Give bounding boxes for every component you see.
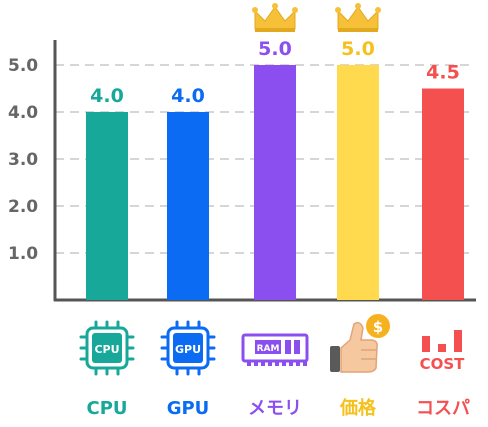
bar	[167, 112, 209, 300]
icon-text: RAM	[257, 344, 280, 354]
y-tick-label: 1.0	[8, 244, 38, 264]
cost-bars-icon: COST	[420, 330, 466, 373]
bar	[86, 112, 128, 300]
bar	[337, 65, 379, 300]
category-label: 価格	[339, 397, 377, 419]
value-label: 5.0	[341, 38, 375, 60]
category-label: GPU	[167, 398, 210, 419]
y-tick-label: 4.0	[8, 103, 38, 123]
category-label: コスパ	[416, 398, 470, 419]
category-label: メモリ	[248, 398, 302, 419]
y-tick-label: 2.0	[8, 197, 38, 217]
y-tick-label: 3.0	[8, 150, 38, 170]
value-label: 5.0	[258, 38, 292, 60]
bar	[422, 88, 464, 300]
crown-icon	[252, 3, 298, 32]
thumbs-up-coin-icon: $	[330, 314, 390, 373]
y-tick-label: 5.0	[8, 56, 38, 76]
value-label: 4.0	[90, 85, 124, 107]
value-label: 4.5	[426, 62, 460, 84]
category-label: CPU	[86, 398, 127, 419]
icon-text: COST	[420, 355, 466, 373]
icon-text: GPU	[175, 343, 201, 356]
value-label: 4.0	[171, 85, 205, 107]
bar	[254, 65, 296, 300]
icon-text: CPU	[94, 343, 119, 356]
ram-module-icon: RAM	[241, 333, 309, 366]
gpu-chip-icon: GPU	[160, 320, 216, 376]
cpu-chip-icon: CPU	[79, 320, 135, 376]
crown-icon	[335, 3, 381, 32]
icon-text: $	[373, 318, 383, 336]
